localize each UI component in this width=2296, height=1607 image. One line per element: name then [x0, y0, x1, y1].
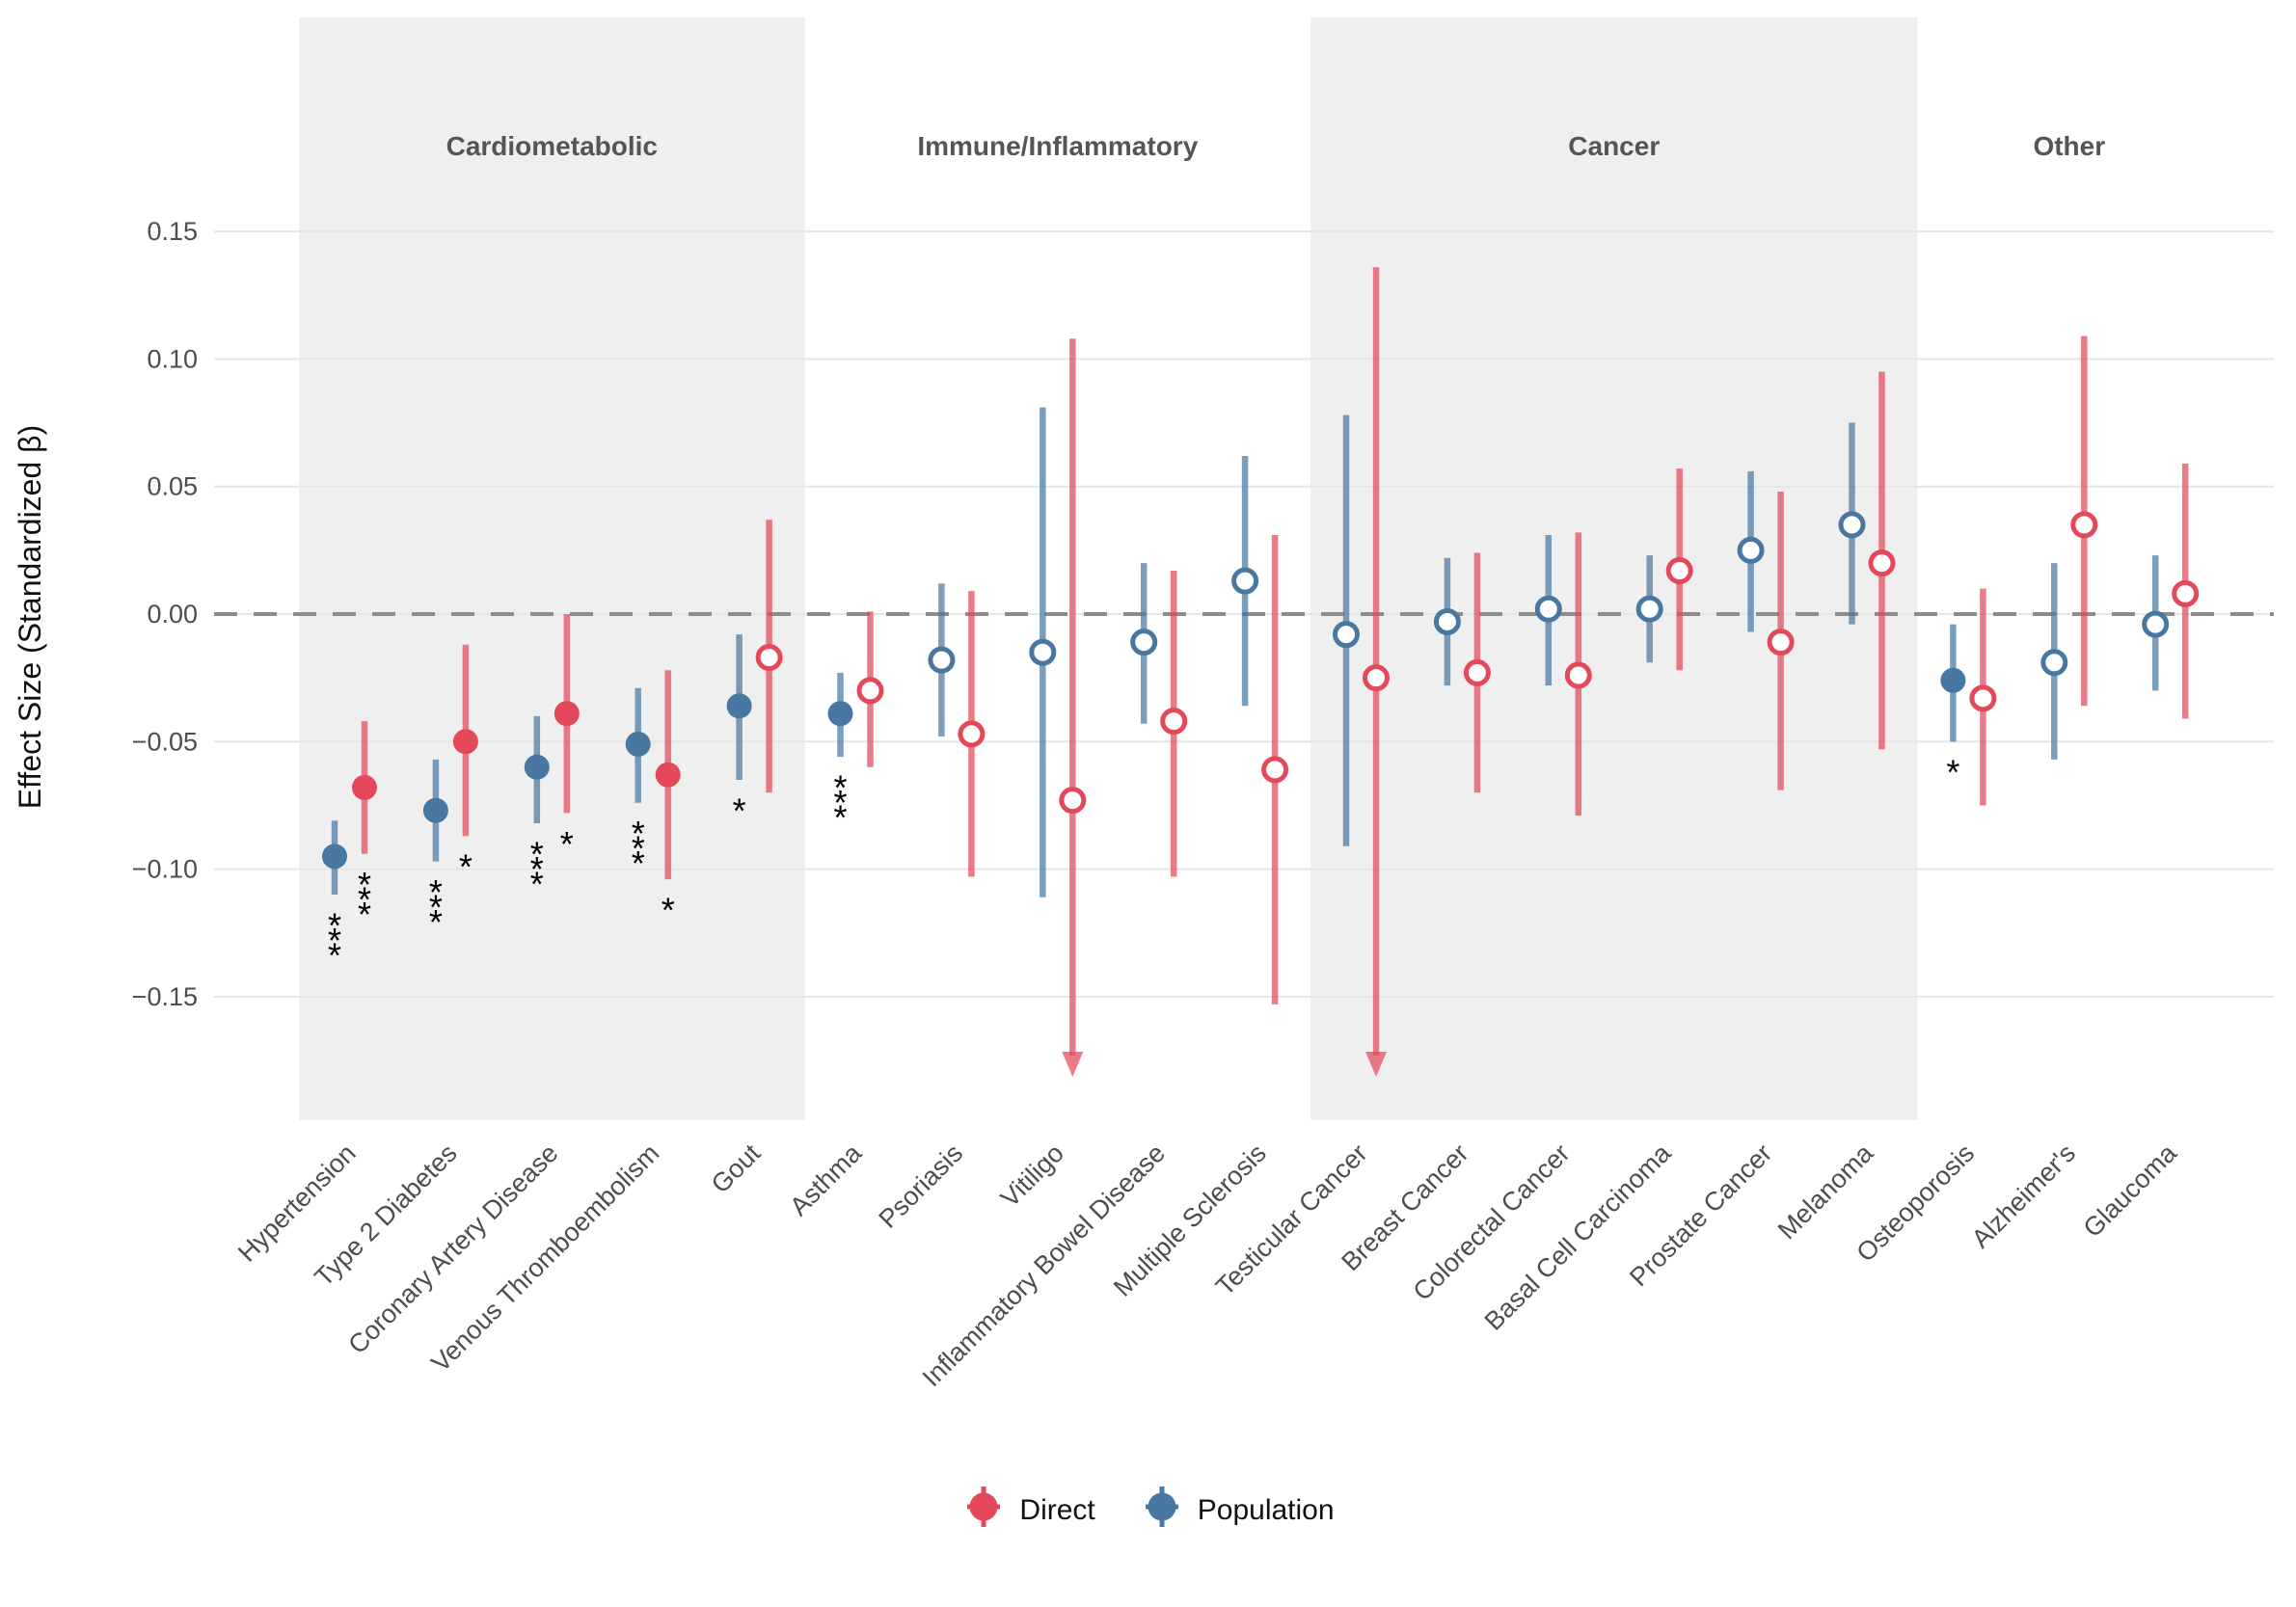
- point-population-osteoporosis: [1940, 667, 1966, 693]
- sig-star-population-venous-thromboembolism: *: [632, 814, 645, 853]
- sig-star-population-type-2-diabetes: *: [429, 888, 443, 927]
- sig-star-population-type-2-diabetes: *: [429, 902, 443, 942]
- x-axis-label-psoriasis: Psoriasis: [873, 1138, 968, 1234]
- sig-star-population-hypertension: *: [328, 921, 341, 960]
- sig-star-direct-hypertension: *: [358, 865, 371, 904]
- y-tick-label: −0.10: [132, 855, 198, 884]
- x-axis-label-vitiligo: Vitiligo: [995, 1138, 1069, 1213]
- legend-item-population: Population: [1140, 1485, 1335, 1537]
- sig-star-direct-venous-thromboembolism: *: [662, 891, 675, 930]
- point-direct-vitiligo: [1059, 787, 1087, 815]
- point-direct-coronary-artery-disease: [554, 701, 580, 727]
- point-direct-asthma: [856, 677, 884, 705]
- point-direct-glaucoma: [2172, 579, 2200, 607]
- point-population-gout: [726, 693, 752, 719]
- y-tick-label: 0.10: [147, 344, 198, 373]
- sig-star-population-venous-thromboembolism: *: [632, 829, 645, 869]
- y-tick-label: −0.15: [132, 982, 198, 1011]
- point-direct-osteoporosis: [1969, 684, 1997, 712]
- point-direct-hypertension: [352, 774, 377, 800]
- sig-star-direct-hypertension: *: [358, 895, 371, 934]
- point-direct-multiple-sclerosis: [1261, 756, 1289, 784]
- point-direct-basal-cell-carcinoma: [1665, 557, 1693, 585]
- x-axis-label-basal-cell-carcinoma: Basal Cell Carcinoma: [1479, 1138, 1677, 1335]
- point-direct-colorectal-cancer: [1564, 661, 1592, 689]
- point-direct-prostate-cancer: [1767, 629, 1795, 656]
- direct-pointrange-key-icon: [961, 1485, 1006, 1537]
- point-population-melanoma: [1838, 511, 1866, 539]
- point-population-glaucoma: [2142, 610, 2170, 638]
- x-axis-label-asthma: Asthma: [784, 1138, 868, 1221]
- point-ranges: [322, 267, 2200, 1077]
- point-population-prostate-cancer: [1737, 536, 1765, 564]
- x-axis-label-alzheimer-s: Alzheimer's: [1966, 1138, 2081, 1253]
- panel-bands: [299, 17, 1918, 1120]
- sig-star-population-venous-thromboembolism: *: [632, 844, 645, 883]
- sig-star-population-hypertension: *: [328, 935, 341, 975]
- point-direct-inflammatory-bowel-disease: [1160, 708, 1188, 736]
- panel-band-cardiometabolic: [299, 17, 805, 1120]
- point-population-inflammatory-bowel-disease: [1130, 629, 1158, 656]
- point-population-asthma: [827, 701, 853, 727]
- population-pointrange-key-icon: [1140, 1485, 1184, 1537]
- point-population-type-2-diabetes: [422, 797, 448, 823]
- point-population-colorectal-cancer: [1534, 595, 1562, 623]
- point-population-coronary-artery-disease: [524, 754, 550, 780]
- sig-star-population-coronary-artery-disease: *: [530, 834, 544, 873]
- group-header-cardiometabolic: Cardiometabolic: [446, 131, 658, 161]
- sig-star-direct-coronary-artery-disease: *: [560, 824, 574, 864]
- point-direct-psoriasis: [958, 720, 986, 748]
- clip-arrow-down-icon-vitiligo: [1062, 1052, 1084, 1077]
- significance-stars: ********** **** *********: [328, 753, 1959, 976]
- group-header-immune-inflammatory: Immune/Inflammatory: [917, 131, 1198, 161]
- point-population-psoriasis: [928, 646, 956, 674]
- point-population-multiple-sclerosis: [1231, 567, 1259, 595]
- point-direct-testicular-cancer: [1363, 664, 1390, 692]
- y-axis-title: Effect Size (Standardized β): [13, 425, 47, 809]
- x-axis-label-coronary-artery-disease: Coronary Artery Disease: [342, 1138, 563, 1359]
- y-tick-label: 0.00: [147, 600, 198, 629]
- y-tick-label: 0.15: [147, 217, 198, 246]
- panel-band-cancer: [1310, 17, 1918, 1120]
- point-direct-melanoma: [1868, 549, 1896, 577]
- point-population-testicular-cancer: [1333, 621, 1360, 649]
- point-population-basal-cell-carcinoma: [1635, 595, 1663, 623]
- x-axis-label-glaucoma: Glaucoma: [2078, 1138, 2183, 1243]
- sig-star-population-asthma: *: [833, 798, 847, 838]
- y-tick-label: 0.05: [147, 472, 198, 501]
- sig-star-population-type-2-diabetes: *: [429, 872, 443, 912]
- x-axis-label-melanoma: Melanoma: [1772, 1138, 1879, 1245]
- sig-star-population-asthma: *: [833, 783, 847, 822]
- point-population-venous-thromboembolism: [625, 731, 651, 757]
- sig-star-direct-type-2-diabetes: *: [459, 847, 473, 887]
- point-population-alzheimer-s: [2040, 649, 2068, 677]
- sig-star-population-gout: *: [733, 790, 746, 830]
- clip-arrow-down-icon-testicular-cancer: [1365, 1052, 1387, 1077]
- point-population-hypertension: [322, 844, 347, 870]
- legend-item-direct: Direct: [961, 1485, 1095, 1537]
- sig-star-population-osteoporosis: *: [1946, 753, 1959, 792]
- y-tick-label: −0.05: [132, 727, 198, 756]
- legend-label-direct: Direct: [1019, 1494, 1095, 1526]
- sig-star-population-asthma: *: [833, 768, 847, 808]
- sig-star-direct-hypertension: *: [358, 880, 371, 920]
- point-population-vitiligo: [1029, 638, 1057, 666]
- point-direct-breast-cancer: [1463, 658, 1491, 686]
- point-direct-gout: [755, 643, 783, 671]
- group-header-other: Other: [2033, 131, 2105, 161]
- group-headers: Cardiometabolic Immune/Inflammatory Cancer…: [446, 131, 2106, 161]
- group-header-cancer: Cancer: [1568, 131, 1660, 161]
- point-direct-type-2-diabetes: [452, 729, 478, 755]
- point-population-breast-cancer: [1433, 607, 1461, 635]
- sig-star-population-hypertension: *: [328, 905, 341, 945]
- point-direct-alzheimer-s: [2070, 511, 2098, 539]
- legend: Direct Population: [0, 1485, 2296, 1537]
- sig-star-population-coronary-artery-disease: *: [530, 864, 544, 903]
- point-direct-venous-thromboembolism: [655, 762, 681, 788]
- x-axis-label-gout: Gout: [706, 1138, 767, 1199]
- legend-label-population: Population: [1197, 1494, 1335, 1526]
- sig-star-population-coronary-artery-disease: *: [530, 849, 544, 889]
